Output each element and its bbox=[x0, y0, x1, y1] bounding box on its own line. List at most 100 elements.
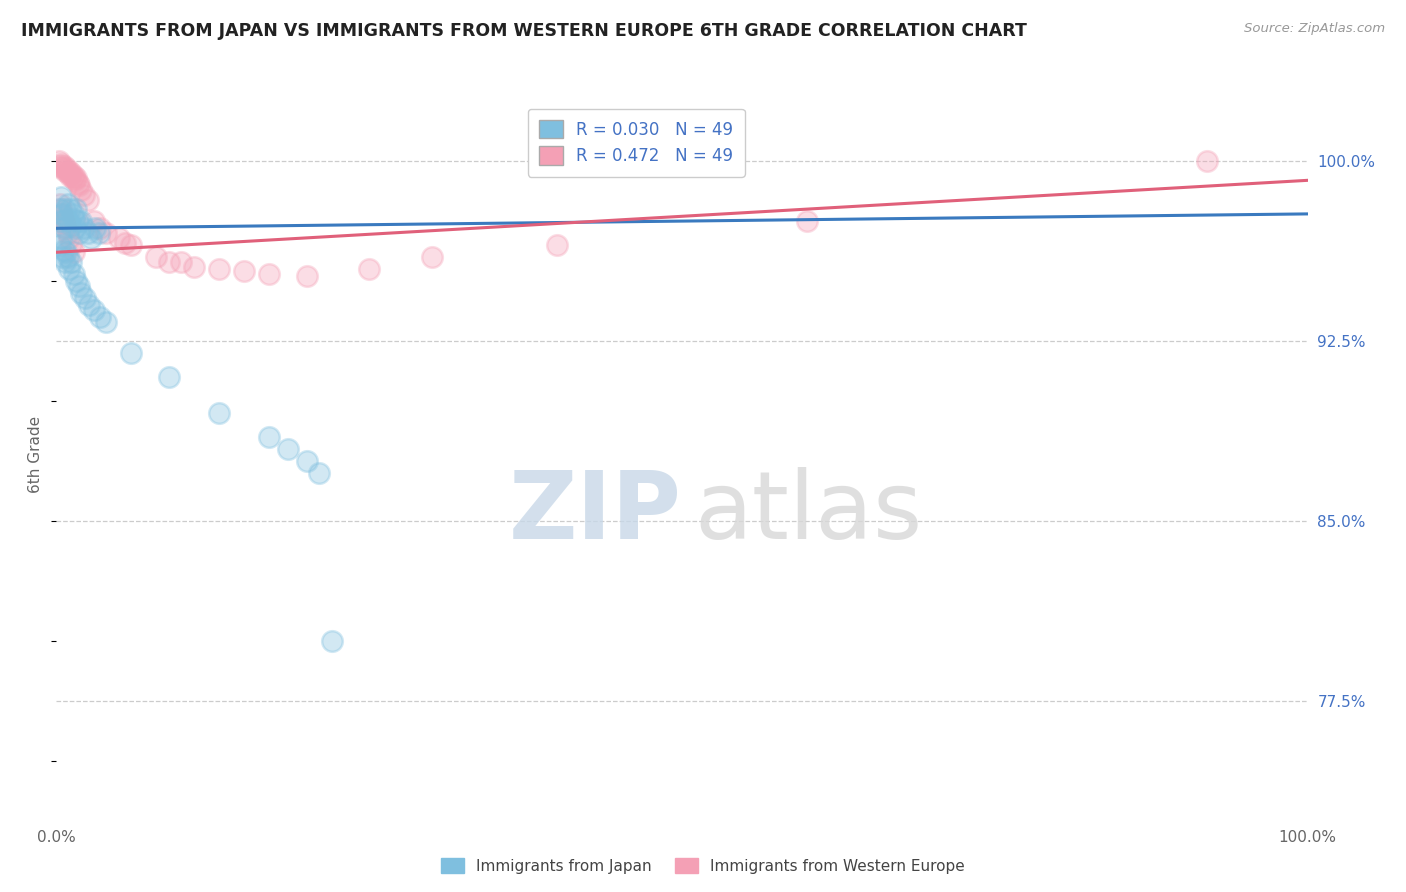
Point bbox=[51, 207, 73, 221]
Point bbox=[62, 245, 84, 260]
Point bbox=[51, 161, 73, 176]
Legend: Immigrants from Japan, Immigrants from Western Europe: Immigrants from Japan, Immigrants from W… bbox=[434, 852, 972, 880]
Text: IMMIGRANTS FROM JAPAN VS IMMIGRANTS FROM WESTERN EUROPE 6TH GRADE CORRELATION CH: IMMIGRANTS FROM JAPAN VS IMMIGRANTS FROM… bbox=[21, 22, 1026, 40]
Point bbox=[546, 238, 568, 252]
Point bbox=[51, 202, 73, 216]
Point bbox=[359, 262, 381, 277]
Point bbox=[53, 202, 76, 216]
Point bbox=[157, 370, 180, 384]
Point bbox=[49, 214, 72, 228]
Point bbox=[96, 315, 118, 329]
Point bbox=[66, 214, 89, 228]
Text: Source: ZipAtlas.com: Source: ZipAtlas.com bbox=[1244, 22, 1385, 36]
Point bbox=[55, 211, 77, 226]
Point bbox=[53, 255, 76, 269]
Point bbox=[51, 156, 73, 170]
Point bbox=[83, 214, 105, 228]
Point bbox=[70, 286, 93, 301]
Point bbox=[62, 267, 84, 281]
Point bbox=[1197, 154, 1219, 169]
Point bbox=[277, 442, 299, 456]
Point bbox=[157, 255, 180, 269]
Point bbox=[55, 245, 77, 260]
Point bbox=[53, 163, 76, 178]
Point bbox=[67, 278, 90, 293]
Point bbox=[51, 190, 73, 204]
Point bbox=[257, 267, 280, 281]
Point bbox=[49, 159, 72, 173]
Point bbox=[73, 291, 96, 305]
Point bbox=[51, 250, 73, 264]
Text: ZIP: ZIP bbox=[509, 467, 682, 559]
Point bbox=[49, 238, 72, 252]
Point bbox=[70, 183, 93, 197]
Point bbox=[58, 163, 80, 178]
Point bbox=[145, 250, 167, 264]
Point bbox=[77, 298, 100, 312]
Point bbox=[796, 214, 818, 228]
Point bbox=[76, 226, 98, 240]
Point bbox=[67, 178, 90, 193]
Point bbox=[55, 161, 77, 176]
Point bbox=[52, 159, 75, 173]
Point bbox=[63, 173, 86, 187]
Point bbox=[58, 231, 80, 245]
Point bbox=[52, 243, 75, 257]
Point bbox=[67, 226, 90, 240]
Point bbox=[108, 231, 131, 245]
Point bbox=[51, 207, 73, 221]
Point bbox=[84, 221, 107, 235]
Point bbox=[65, 202, 87, 216]
Text: atlas: atlas bbox=[695, 467, 922, 559]
Point bbox=[96, 226, 118, 240]
Point bbox=[48, 202, 70, 216]
Point bbox=[89, 221, 111, 235]
Point bbox=[170, 255, 193, 269]
Point bbox=[295, 454, 318, 468]
Point bbox=[58, 214, 80, 228]
Point bbox=[80, 231, 103, 245]
Point bbox=[114, 235, 136, 250]
Point bbox=[208, 262, 231, 277]
Point bbox=[87, 226, 110, 240]
Point bbox=[65, 170, 87, 185]
Point bbox=[52, 221, 75, 235]
Point bbox=[120, 346, 142, 360]
Point bbox=[56, 250, 79, 264]
Point bbox=[89, 310, 111, 324]
Point bbox=[56, 197, 79, 211]
Point bbox=[70, 214, 93, 228]
Point bbox=[66, 176, 89, 190]
Point bbox=[308, 466, 330, 480]
Point bbox=[420, 250, 443, 264]
Point bbox=[73, 221, 96, 235]
Point bbox=[52, 211, 75, 226]
Point bbox=[208, 406, 231, 420]
Point bbox=[62, 169, 84, 183]
Point bbox=[295, 269, 318, 284]
Point bbox=[83, 302, 105, 317]
Point bbox=[321, 633, 343, 648]
Y-axis label: 6th Grade: 6th Grade bbox=[28, 417, 44, 493]
Point bbox=[65, 274, 87, 288]
Point bbox=[62, 170, 84, 185]
Point bbox=[48, 154, 70, 169]
Legend: R = 0.030   N = 49, R = 0.472   N = 49: R = 0.030 N = 49, R = 0.472 N = 49 bbox=[527, 109, 745, 177]
Point bbox=[257, 430, 280, 444]
Point bbox=[60, 166, 83, 180]
Point bbox=[60, 238, 83, 252]
Point bbox=[62, 207, 84, 221]
Point bbox=[183, 260, 205, 274]
Point bbox=[63, 221, 86, 235]
Point bbox=[51, 231, 73, 245]
Point bbox=[60, 255, 83, 269]
Point bbox=[56, 166, 79, 180]
Point bbox=[62, 211, 84, 226]
Point bbox=[73, 187, 96, 202]
Point bbox=[120, 238, 142, 252]
Point bbox=[58, 262, 80, 277]
Point bbox=[56, 226, 79, 240]
Point bbox=[55, 221, 77, 235]
Point bbox=[60, 219, 83, 233]
Point bbox=[76, 193, 98, 207]
